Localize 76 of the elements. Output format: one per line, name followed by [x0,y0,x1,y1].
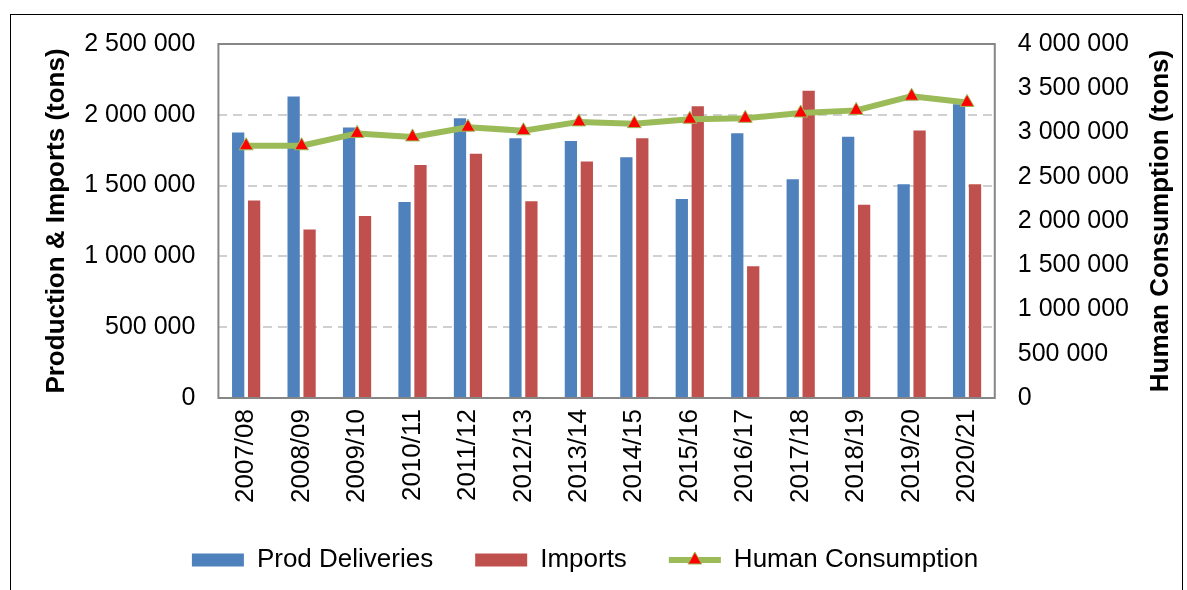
bar [525,201,538,397]
point [848,101,864,115]
bar [453,118,467,397]
x-tick-label: 2012/13 [506,409,537,503]
bar [469,153,483,397]
bar [247,200,261,397]
y2-axis-title: Human Consumption (tons) [1144,49,1175,393]
bar [857,204,871,397]
y-tick-label: 2 500 000 [84,27,196,56]
x-tick-label: 2008/09 [284,409,315,503]
bar [731,133,744,397]
y-axis-title: Production & Imports (tons) [39,48,70,394]
x-tick-label: 2009/10 [340,409,371,503]
point [959,93,975,107]
y2-tick-label: 4 000 000 [1017,27,1129,56]
bar [564,141,578,397]
x-tick-label: 2019/20 [894,409,925,503]
bar [636,138,649,397]
legend-label: Prod Deliveries [256,543,434,574]
point [793,104,809,118]
y2-tick-label: 2 500 000 [1017,160,1129,189]
x-tick-label: 2013/14 [562,409,593,503]
bar [913,130,926,397]
bar [414,165,427,397]
x-tick-label: 2017/18 [783,409,814,503]
point [405,128,420,142]
bar [509,138,522,397]
y2-tick-label: 1 000 000 [1017,293,1129,322]
y2-tick-label: 2 000 000 [1017,204,1129,233]
point [737,109,753,123]
bar [691,106,704,397]
y2-tick-label: 3 000 000 [1017,116,1129,145]
x-tick-label: 2010/11 [395,409,426,502]
bar [287,96,300,397]
x-tick-label: 2020/21 [950,409,981,503]
y2-tick-label: 3 500 000 [1017,72,1129,101]
bar [786,179,799,397]
bar [802,90,815,397]
point [238,137,254,151]
y2-tick-label: 500 000 [1017,337,1109,366]
bar [398,201,411,397]
bar [952,104,966,397]
bar [897,184,910,397]
x-tick-label: 2018/19 [839,409,870,503]
x-tick-label: 2011/12 [451,409,482,502]
bar [675,199,688,397]
bar [580,161,593,397]
legend-label: Imports [540,543,627,574]
point [904,87,920,101]
point [349,124,365,138]
bar [747,266,760,397]
x-tick-label: 2007/08 [229,409,260,503]
point [460,118,476,132]
point [571,113,587,127]
point [515,122,531,136]
y2-tick-label: 0 [1017,381,1032,410]
x-tick-label: 2015/16 [672,409,703,503]
bar [342,127,356,397]
x-tick-label: 2016/17 [728,409,759,503]
point [682,110,698,124]
y-tick-label: 500 000 [105,311,196,340]
bar [620,157,633,397]
point [294,137,310,151]
bar [232,132,245,397]
x-tick-label: 2014/15 [617,409,648,503]
y-tick-label: 1 500 000 [84,169,196,198]
legend-label: Human Consumption [733,543,979,574]
y-tick-label: 0 [181,381,196,410]
bar [303,229,316,397]
y-tick-label: 2 000 000 [84,98,196,127]
bar [842,136,855,397]
bar [968,184,982,397]
y-tick-label: 1 000 000 [84,240,196,269]
bar [358,216,372,397]
y2-tick-label: 1 500 000 [1017,249,1129,278]
point [626,115,642,129]
